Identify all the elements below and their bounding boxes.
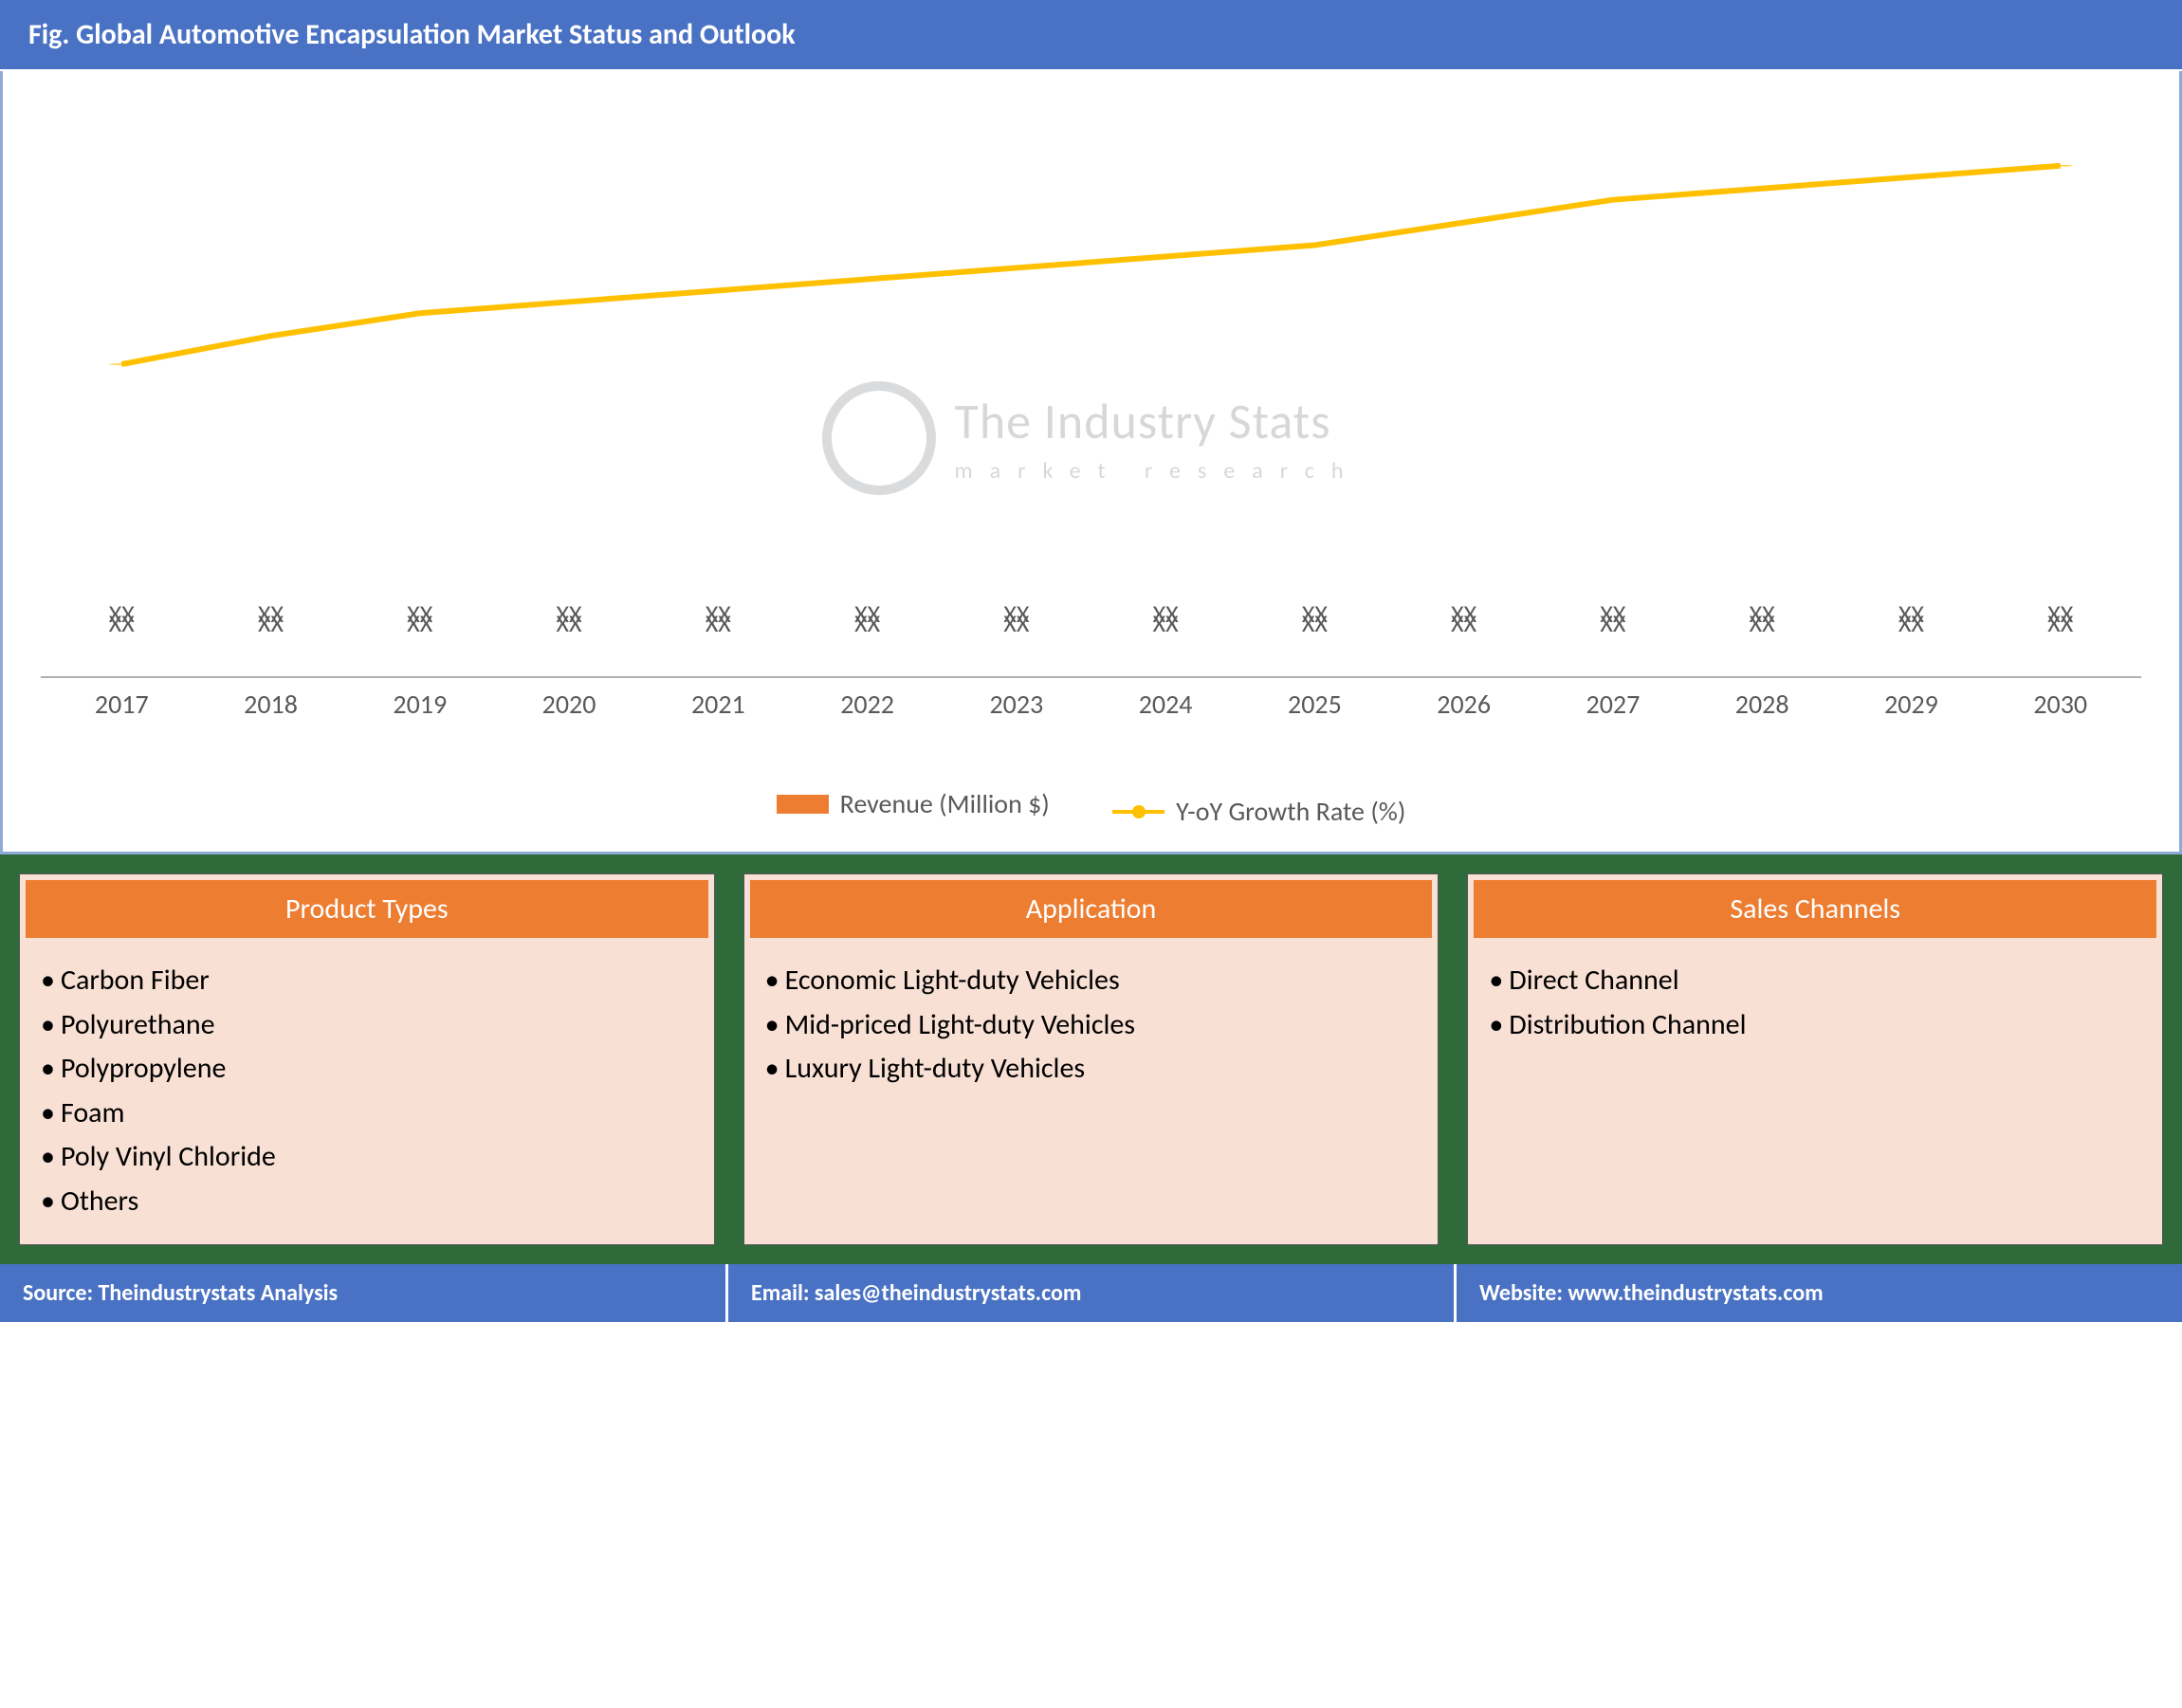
info-box-header: Application — [750, 880, 1433, 938]
line-marker — [408, 313, 433, 314]
gear-chart-icon — [821, 381, 935, 495]
line-marker — [1451, 222, 1476, 223]
bar-top-label: XX — [365, 598, 474, 676]
x-axis-labels: 2017 2018 2019 2020 2021 2022 2023 2024 2025 2026… — [41, 678, 2141, 725]
x-tick-label: 2029 — [1857, 688, 1966, 721]
footer-email: Email: sales@theindustrystats.com — [728, 1264, 1457, 1322]
bar-top-label: XX — [1111, 598, 1220, 676]
x-tick-label: 2019 — [365, 688, 474, 721]
bar-top-label: XX — [664, 598, 773, 676]
info-box-header: Sales Channels — [1474, 880, 2156, 938]
info-box-body: Direct ChannelDistribution Channel — [1468, 944, 2162, 1068]
list-item: Luxury Light-duty Vehicles — [765, 1047, 1418, 1092]
page-container: Fig. Global Automotive Encapsulation Mar… — [0, 0, 2182, 1322]
line-marker — [109, 364, 135, 365]
x-tick-label: 2018 — [216, 688, 325, 721]
info-box-body: Carbon FiberPolyurethanePolypropyleneFoa… — [20, 944, 714, 1244]
x-tick-label: 2023 — [962, 688, 1071, 721]
x-tick-label: 2021 — [664, 688, 773, 721]
line-marker — [258, 336, 284, 337]
x-tick-label: 2027 — [1558, 688, 1667, 721]
x-tick-label: 2028 — [1708, 688, 1817, 721]
line-overlay — [41, 109, 2141, 676]
bar-top-label: XX — [1409, 598, 1518, 676]
info-box: Application Economic Light-duty VehiclesM… — [743, 873, 1439, 1245]
line-marker — [706, 290, 731, 291]
info-box-body: Economic Light-duty VehiclesMid-priced L… — [744, 944, 1439, 1112]
line-marker — [1302, 245, 1328, 246]
legend-bar-label: Revenue (Million $) — [840, 787, 1050, 820]
footer-source: Source: Theindustrystats Analysis — [0, 1264, 728, 1322]
plot-region: The Industry Stats market research XX XX X… — [41, 109, 2141, 678]
list-item: Polypropylene — [41, 1047, 693, 1092]
bar-swatch-icon — [777, 795, 829, 814]
line-marker — [557, 302, 582, 303]
watermark-main: The Industry Stats — [954, 391, 1360, 451]
list-item: Mid-priced Light-duty Vehicles — [765, 1003, 1418, 1048]
legend-line-label: Y-oY Growth Rate (%) — [1176, 795, 1405, 828]
bar-top-label: XX — [514, 598, 623, 676]
figure-title: Fig. Global Automotive Encapsulation Mar… — [0, 0, 2182, 71]
x-tick-label: 2024 — [1111, 688, 1220, 721]
x-tick-label: 2022 — [813, 688, 922, 721]
line-marker — [1004, 267, 1030, 268]
watermark: The Industry Stats market research — [821, 381, 1360, 495]
line-marker — [2047, 165, 2073, 166]
bar-top-label: XX — [962, 598, 1071, 676]
info-box: Sales Channels Direct ChannelDistribution… — [1467, 873, 2163, 1245]
info-box: Product TypesCarbon FiberPolyurethanePol… — [19, 873, 715, 1245]
list-item: Carbon Fiber — [41, 959, 693, 1003]
bar-top-label: XX — [1708, 598, 1817, 676]
list-item: Foam — [41, 1092, 693, 1136]
line-marker — [1153, 256, 1179, 257]
bar-top-label: XX — [216, 598, 325, 676]
line-marker — [1898, 176, 1924, 177]
x-tick-label: 2020 — [514, 688, 623, 721]
line-swatch-icon — [1112, 810, 1164, 814]
growth-line — [121, 166, 2060, 364]
list-item: Distribution Channel — [1489, 1003, 2141, 1048]
x-tick-label: 2025 — [1260, 688, 1369, 721]
info-box-header: Product Types — [26, 880, 708, 938]
chart-panel: The Industry Stats market research XX XX X… — [0, 71, 2182, 854]
x-tick-label: 2030 — [2006, 688, 2115, 721]
legend: Revenue (Million $) Y-oY Growth Rate (%) — [3, 773, 2179, 852]
x-tick-label: 2026 — [1409, 688, 1518, 721]
x-tick-label: 2017 — [67, 688, 176, 721]
footer: Source: Theindustrystats Analysis Email:… — [0, 1264, 2182, 1322]
footer-website: Website: www.theindustrystats.com — [1457, 1264, 2182, 1322]
line-marker — [1750, 188, 1775, 189]
chart-area: The Industry Stats market research XX XX X… — [3, 71, 2179, 773]
watermark-sub: market research — [954, 457, 1360, 485]
legend-line: Y-oY Growth Rate (%) — [1112, 795, 1405, 828]
bar-top-label: XX — [813, 598, 922, 676]
list-item: Others — [41, 1180, 693, 1224]
info-boxes-row: Product TypesCarbon FiberPolyurethanePol… — [0, 854, 2182, 1264]
list-item: Economic Light-duty Vehicles — [765, 959, 1418, 1003]
bar-top-label: XX — [67, 598, 176, 676]
legend-bar: Revenue (Million $) — [777, 787, 1050, 820]
bar-top-label: XX — [2006, 598, 2115, 676]
line-marker — [854, 279, 880, 280]
line-marker — [1601, 199, 1626, 200]
list-item: Polyurethane — [41, 1003, 693, 1048]
bar-top-label: XX — [1857, 598, 1966, 676]
list-item: Poly Vinyl Chloride — [41, 1135, 693, 1180]
bar-top-label: XX — [1558, 598, 1667, 676]
list-item: Direct Channel — [1489, 959, 2141, 1003]
bar-top-label: XX — [1260, 598, 1369, 676]
